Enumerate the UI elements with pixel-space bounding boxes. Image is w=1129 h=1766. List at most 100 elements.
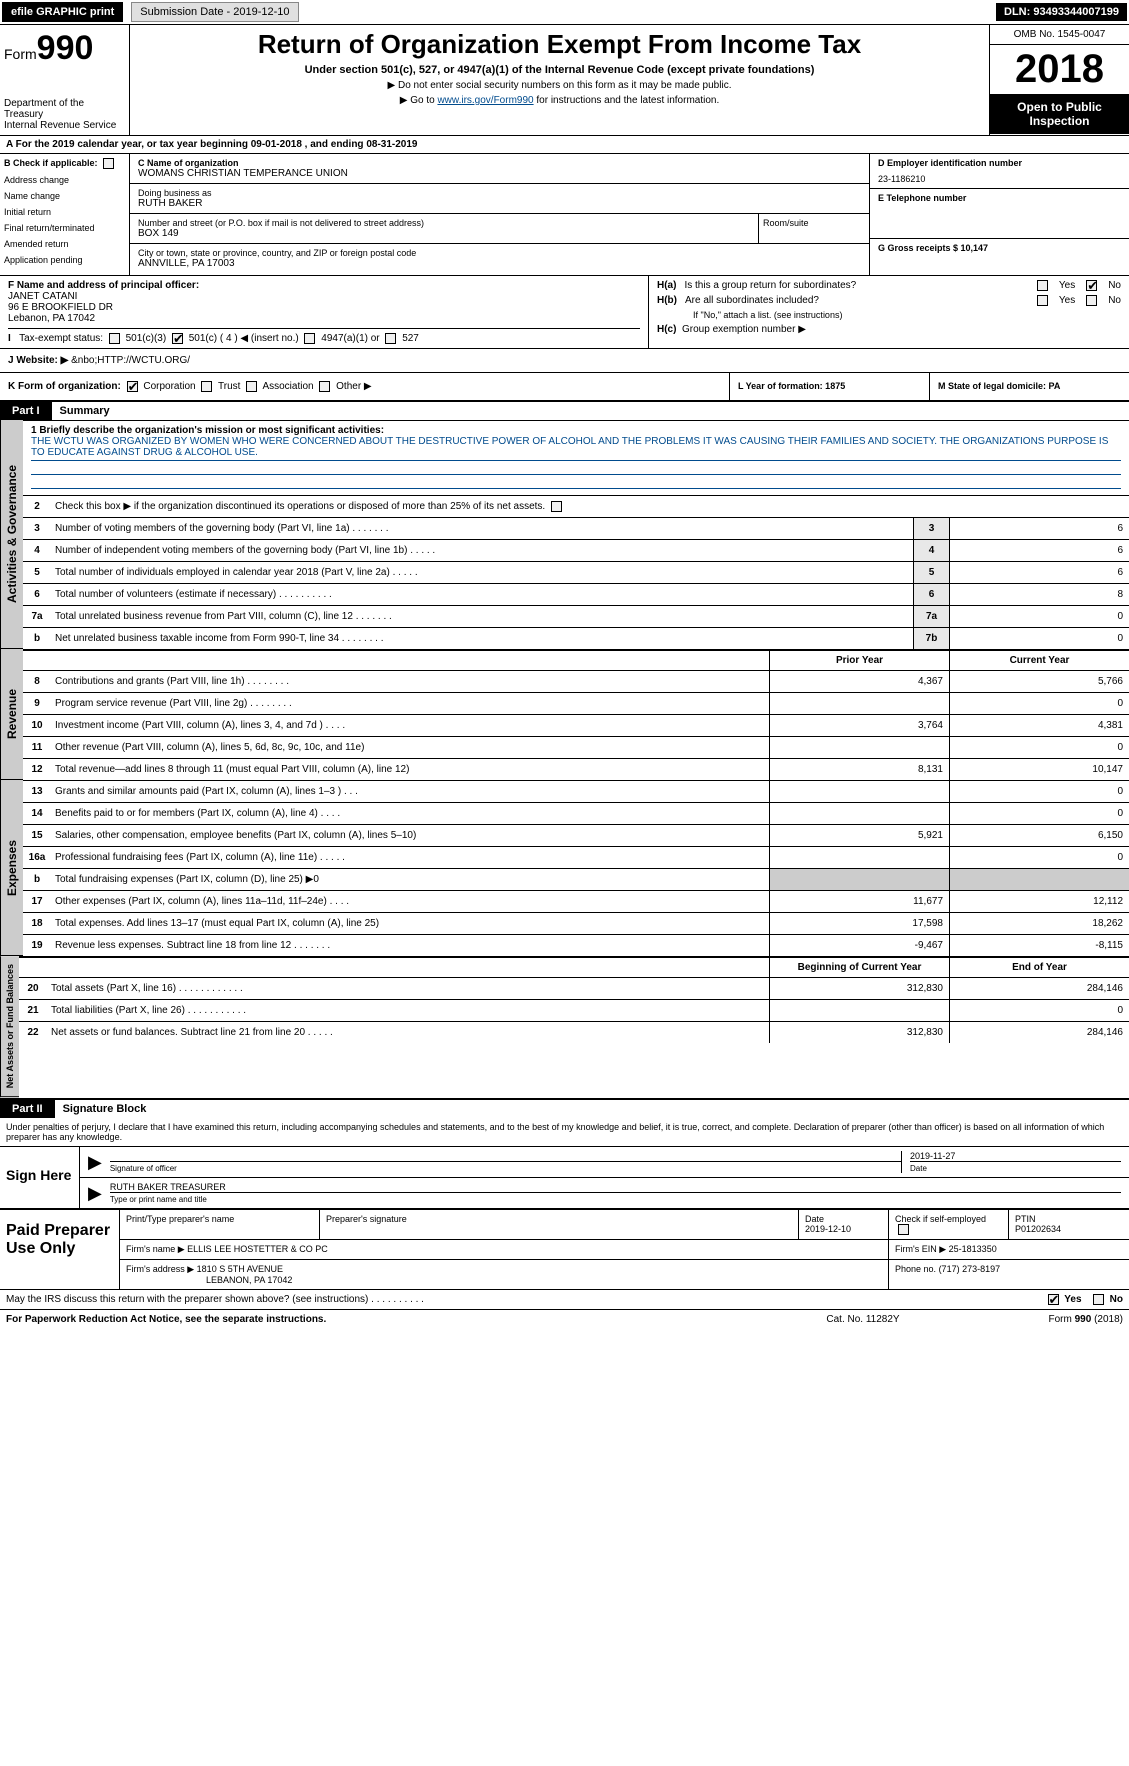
cb-irs-no[interactable]: [1093, 1294, 1104, 1305]
paid-preparer-label: Paid Preparer Use Only: [0, 1210, 120, 1289]
tax-year: 2018: [990, 45, 1129, 94]
dba-label: Doing business as: [138, 188, 861, 198]
note2-pre: ▶ Go to: [400, 95, 438, 106]
mission-block: 1 Briefly describe the organization's mi…: [23, 420, 1129, 495]
g-label: G Gross receipts $ 10,147: [878, 243, 988, 253]
line-b: bTotal fundraising expenses (Part IX, co…: [23, 868, 1129, 890]
paid-preparer-row: Paid Preparer Use Only Print/Type prepar…: [0, 1208, 1129, 1289]
checkbox-b[interactable]: [103, 158, 114, 169]
revenue-section: Revenue Prior Year Current Year 8Contrib…: [0, 649, 1129, 780]
line-19: 19Revenue less expenses. Subtract line 1…: [23, 934, 1129, 956]
section-fhi: F Name and address of principal officer:…: [0, 275, 1129, 348]
501c3-label: 501(c)(3): [126, 333, 167, 344]
line-4: 4Number of independent voting members of…: [23, 539, 1129, 561]
vlabel-exp: Expenses: [0, 780, 23, 956]
cb-assoc[interactable]: [246, 381, 257, 392]
vlabel-ag: Activities & Governance: [0, 420, 23, 649]
phone-cell: E Telephone number: [870, 189, 1129, 239]
form-title-block: Return of Organization Exempt From Incom…: [130, 25, 989, 135]
net-header-row: Beginning of Current Year End of Year: [19, 956, 1129, 977]
vlabel-rev: Revenue: [0, 649, 23, 780]
cb-hb-yes[interactable]: [1037, 295, 1048, 306]
prep-line-1: Print/Type preparer's name Preparer's si…: [120, 1210, 1129, 1240]
state-domicile: M State of legal domicile: PA: [929, 373, 1129, 400]
may-irs-row: May the IRS discuss this return with the…: [0, 1289, 1129, 1309]
4947-label: 4947(a)(1) or: [321, 333, 379, 344]
row-a-calendar-year: A For the 2019 calendar year, or tax yea…: [0, 135, 1129, 153]
sig-date: 2019-11-27: [910, 1151, 1121, 1161]
sig-officer-label: Signature of officer: [110, 1161, 901, 1173]
cb-527[interactable]: [385, 333, 396, 344]
cb-501c3[interactable]: [109, 333, 120, 344]
line-13: 13Grants and similar amounts paid (Part …: [23, 780, 1129, 802]
firm-name: ELLIS LEE HOSTETTER & CO PC: [187, 1244, 328, 1254]
part1-title: Summary: [52, 402, 118, 420]
header-right-block: OMB No. 1545-0047 2018 Open to Public In…: [989, 25, 1129, 135]
org-name-box: C Name of organization WOMANS CHRISTIAN …: [130, 154, 869, 184]
part2-header: Part II Signature Block: [0, 1098, 1129, 1118]
line-20: 20Total assets (Part X, line 16) . . . .…: [19, 977, 1129, 999]
begin-year-hdr: Beginning of Current Year: [769, 958, 949, 977]
officer-addr1: 96 E BROOKFIELD DR: [8, 302, 113, 313]
sig-name: RUTH BAKER TREASURER: [110, 1182, 1121, 1192]
sig-name-line: ▶ RUTH BAKER TREASURER Type or print nam…: [80, 1178, 1129, 1208]
dba-value: RUTH BAKER: [138, 198, 861, 209]
firm-ein: 25-1813350: [949, 1244, 997, 1254]
submission-date-button[interactable]: Submission Date - 2019-12-10: [131, 2, 298, 22]
cb-trust[interactable]: [201, 381, 212, 392]
phone-label: Phone no.: [895, 1264, 936, 1274]
ein-cell: D Employer identification number 23-1186…: [870, 154, 1129, 189]
cb-line2[interactable]: [551, 501, 562, 512]
street-value: BOX 149: [138, 228, 750, 239]
website-value: HTTP://WCTU.ORG/: [97, 355, 190, 366]
page-footer: For Paperwork Reduction Act Notice, see …: [0, 1309, 1129, 1329]
phone-value: (717) 273-8197: [939, 1264, 1001, 1274]
line-12: 12Total revenue—add lines 8 through 11 (…: [23, 758, 1129, 780]
firm-addr1: 1810 S 5TH AVENUE: [197, 1264, 283, 1274]
cb-corp[interactable]: [127, 381, 138, 392]
end-year-hdr: End of Year: [949, 958, 1129, 977]
assoc-label: Association: [262, 381, 313, 392]
line-3: 3Number of voting members of the governi…: [23, 517, 1129, 539]
cb-501c[interactable]: [172, 333, 183, 344]
firm-addr-label: Firm's address ▶: [126, 1264, 194, 1274]
form-prefix: Form: [4, 46, 37, 62]
line-11: 11Other revenue (Part VIII, column (A), …: [23, 736, 1129, 758]
cb-self-employed[interactable]: [898, 1224, 909, 1235]
part1-badge: Part I: [0, 402, 52, 420]
dln-label: DLN: 93493344007199: [996, 3, 1127, 21]
cb-other[interactable]: [319, 381, 330, 392]
prep-name-label: Print/Type preparer's name: [120, 1210, 320, 1239]
form-number: 990: [37, 29, 94, 67]
part1-header: Part I Summary: [0, 401, 1129, 420]
line-21: 21Total liabilities (Part X, line 26) . …: [19, 999, 1129, 1021]
part2-title: Signature Block: [55, 1100, 155, 1118]
mission-blank1: [31, 463, 1121, 475]
sign-here-label: Sign Here: [0, 1147, 80, 1208]
e-label: E Telephone number: [878, 193, 1121, 203]
arrow-icon: ▶: [88, 1152, 102, 1173]
efile-button[interactable]: efile GRAPHIC print: [2, 2, 123, 22]
line-17: 17Other expenses (Part IX, column (A), l…: [23, 890, 1129, 912]
street-box: Number and street (or P.O. box if mail i…: [130, 214, 758, 243]
line-22: 22Net assets or fund balances. Subtract …: [19, 1021, 1129, 1043]
line-10: 10Investment income (Part VIII, column (…: [23, 714, 1129, 736]
cb-irs-yes[interactable]: [1048, 1294, 1059, 1305]
name-change-label: Name change: [4, 191, 125, 201]
ein-phone-col: D Employer identification number 23-1186…: [869, 154, 1129, 275]
footer-right-pre: Form: [1049, 1314, 1075, 1325]
dept-treasury: Department of the Treasury: [4, 98, 125, 120]
cb-ha-yes[interactable]: [1037, 280, 1048, 291]
line-8: 8Contributions and grants (Part VIII, li…: [23, 670, 1129, 692]
amended-return-label: Amended return: [4, 239, 125, 249]
ptin-label: PTIN: [1015, 1214, 1036, 1224]
row-j: J Website: ▶ &nbo;HTTP://WCTU.ORG/: [0, 348, 1129, 372]
irs-link[interactable]: www.irs.gov/Form990: [437, 95, 533, 106]
cb-4947[interactable]: [304, 333, 315, 344]
prep-date: 2019-12-10: [805, 1224, 851, 1234]
street-label: Number and street (or P.O. box if mail i…: [138, 218, 750, 228]
line-6: 6Total number of volunteers (estimate if…: [23, 583, 1129, 605]
prep-sig-label: Preparer's signature: [320, 1210, 799, 1239]
cb-hb-no[interactable]: [1086, 295, 1097, 306]
cb-ha-no[interactable]: [1086, 280, 1097, 291]
